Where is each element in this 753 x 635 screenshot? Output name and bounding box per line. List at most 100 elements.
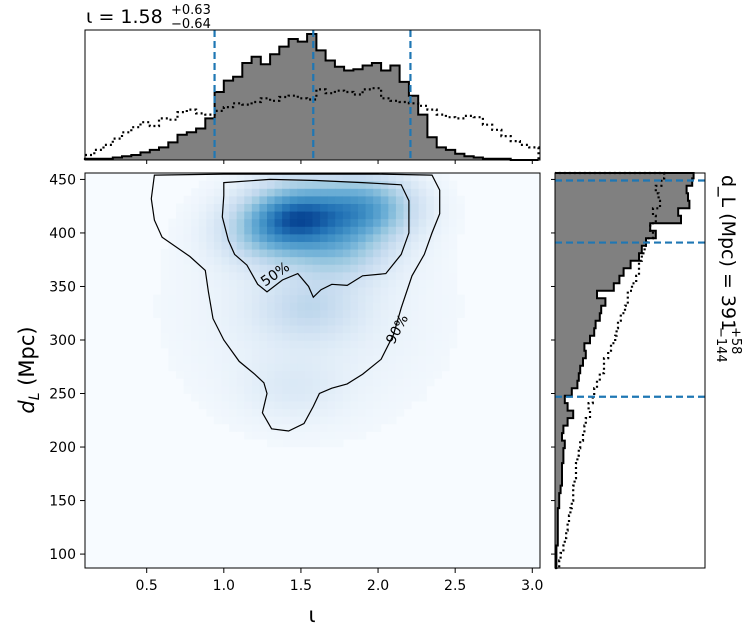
heatmap-cell xyxy=(267,226,276,235)
heatmap-cell xyxy=(206,340,215,349)
heatmap-cell xyxy=(320,408,329,417)
heatmap-cell xyxy=(229,332,238,341)
heatmap-cell xyxy=(426,180,435,189)
heatmap-cell xyxy=(373,370,382,379)
heatmap-cell xyxy=(274,271,283,280)
heatmap-cell xyxy=(244,188,253,197)
heatmap-cell xyxy=(395,370,405,379)
heatmap-cell xyxy=(342,347,352,356)
heatmap-cell xyxy=(259,370,268,379)
heatmap-cell xyxy=(380,233,389,242)
heatmap-cell xyxy=(229,355,238,364)
heatmap-cell xyxy=(411,294,420,303)
heatmap-cell xyxy=(236,256,245,265)
heatmap-cell xyxy=(418,286,427,296)
heatmap-cell xyxy=(244,385,253,394)
heatmap-cell xyxy=(388,347,397,356)
heatmap-cell xyxy=(411,332,420,341)
heatmap-cell xyxy=(342,233,352,242)
heatmap-cell xyxy=(395,347,405,356)
heatmap-cell xyxy=(183,309,192,318)
heatmap-cell xyxy=(395,248,405,258)
heatmap-cell xyxy=(267,431,276,440)
heatmap-cell xyxy=(388,241,397,250)
heatmap-cell xyxy=(426,210,435,220)
heatmap-cell xyxy=(259,233,268,242)
heatmap-cell xyxy=(282,317,291,326)
heatmap-cell xyxy=(320,203,329,212)
heatmap-cell xyxy=(289,355,298,364)
heatmap-cell xyxy=(304,180,314,189)
heatmap-cell xyxy=(312,294,321,303)
heatmap-cell xyxy=(274,393,283,402)
heatmap-cell xyxy=(380,294,389,303)
heatmap-cell xyxy=(426,173,435,182)
heatmap-cell xyxy=(183,294,192,303)
heatmap-cell xyxy=(183,355,192,364)
heatmap-cell xyxy=(433,241,443,250)
heatmap-cell xyxy=(221,233,230,242)
heatmap-cell xyxy=(373,180,382,189)
heatmap-cell xyxy=(191,324,200,334)
heatmap-cell xyxy=(176,332,185,341)
heatmap-cell xyxy=(320,241,329,250)
heatmap-cell xyxy=(191,271,200,280)
heatmap-cell xyxy=(350,400,359,410)
heatmap-cell xyxy=(213,195,223,204)
heatmap-cell xyxy=(229,385,238,394)
heatmap-cell xyxy=(251,180,261,189)
heatmap-cell xyxy=(304,416,314,425)
heatmap-cell xyxy=(433,324,443,334)
heatmap-cell xyxy=(449,180,458,189)
heatmap-cell xyxy=(206,355,215,364)
x-tick-label: 0.5 xyxy=(136,578,158,594)
heatmap-cell xyxy=(221,286,230,296)
heatmap-cell xyxy=(327,408,336,417)
heatmap-cell xyxy=(282,256,291,265)
heatmap-cell xyxy=(342,324,352,334)
heatmap-cell xyxy=(350,264,359,273)
heatmap-cell xyxy=(259,340,268,349)
heatmap-cell xyxy=(335,370,344,379)
heatmap-cell xyxy=(251,408,261,417)
heatmap-cell xyxy=(183,286,192,296)
heatmap-cell xyxy=(213,256,223,265)
heatmap-cell xyxy=(312,423,321,432)
y-tick-label: 100 xyxy=(49,547,76,563)
heatmap-cell xyxy=(297,340,306,349)
heatmap-cell xyxy=(312,438,321,448)
heatmap-cell xyxy=(267,195,276,204)
heatmap-cell xyxy=(426,188,435,197)
right-label-lower: −144 xyxy=(713,327,728,363)
y-axis-label-subscript: L xyxy=(27,392,43,400)
heatmap-cell xyxy=(380,309,389,318)
heatmap-cell xyxy=(365,218,374,227)
heatmap-cell xyxy=(395,264,405,273)
heatmap-cell xyxy=(229,188,238,197)
heatmap-cell xyxy=(267,264,276,273)
heatmap-cell xyxy=(433,271,443,280)
heatmap-cell xyxy=(403,188,412,197)
heatmap-cell xyxy=(267,416,276,425)
heatmap-cell xyxy=(327,385,336,394)
heatmap-cell xyxy=(312,355,321,364)
heatmap-cell xyxy=(282,416,291,425)
heatmap-cell xyxy=(358,324,367,334)
heatmap-cell xyxy=(297,180,306,189)
heatmap-cell xyxy=(244,248,253,258)
heatmap-cell xyxy=(433,180,443,189)
heatmap-cell xyxy=(358,408,367,417)
heatmap-cell xyxy=(289,317,298,326)
heatmap-cell xyxy=(418,173,427,182)
heatmap-cell xyxy=(365,416,374,425)
heatmap-cell xyxy=(251,302,261,311)
heatmap-cell xyxy=(449,241,458,250)
heatmap-cell xyxy=(418,264,427,273)
x-tick-label: 1.0 xyxy=(213,578,235,594)
heatmap-cell xyxy=(327,256,336,265)
right-marginal-panel: d_L (Mpc) = 391 +58 −144 xyxy=(551,171,743,570)
heatmap-cell xyxy=(206,400,215,410)
heatmap-cell xyxy=(342,256,352,265)
heatmap-cell xyxy=(206,347,215,356)
heatmap-cell xyxy=(335,355,344,364)
